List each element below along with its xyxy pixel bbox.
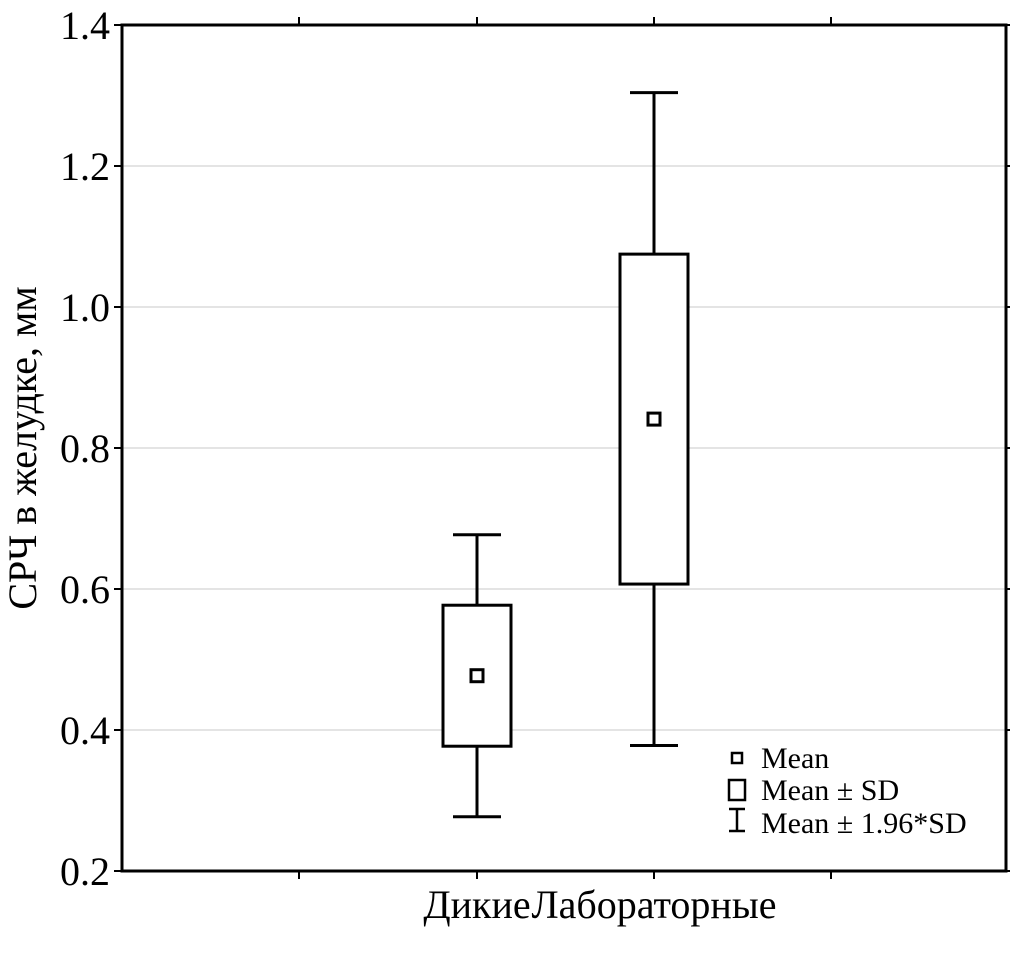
legend-sd-icon [727, 778, 747, 802]
x-category-label: Дикие [423, 882, 530, 927]
y-tick-label: 1.2 [60, 144, 110, 189]
y-tick-label: 0.4 [60, 708, 110, 753]
legend-item-label: Mean ± SD [761, 774, 899, 807]
y-axis-label: СРЧ в желудке, мм [0, 286, 45, 609]
y-tick-label: 1.0 [60, 285, 110, 330]
mean-marker [469, 668, 485, 684]
box-1 [441, 533, 513, 819]
y-axis-ticks: 0.2 0.4 0.6 0.8 1.0 1.2 1.4 [60, 3, 1010, 894]
y-tick-label: 0.6 [60, 567, 110, 612]
sd-box [441, 603, 513, 748]
legend-item-label: Mean ± 1.96*SD [761, 807, 967, 840]
y-tick-label: 0.8 [60, 426, 110, 471]
mean-marker [646, 411, 662, 427]
legend-item-label: Mean [761, 742, 829, 775]
box-2 [618, 91, 690, 748]
box-series [441, 91, 690, 819]
x-category-label: Лабораторные [532, 882, 777, 927]
grid-lines [122, 165, 1006, 731]
x-axis-ticks: Дикие Лабораторные [298, 17, 832, 927]
y-tick-label: 0.2 [60, 849, 110, 894]
y-tick-label: 1.4 [60, 3, 110, 48]
legend-mean-icon [730, 751, 744, 765]
